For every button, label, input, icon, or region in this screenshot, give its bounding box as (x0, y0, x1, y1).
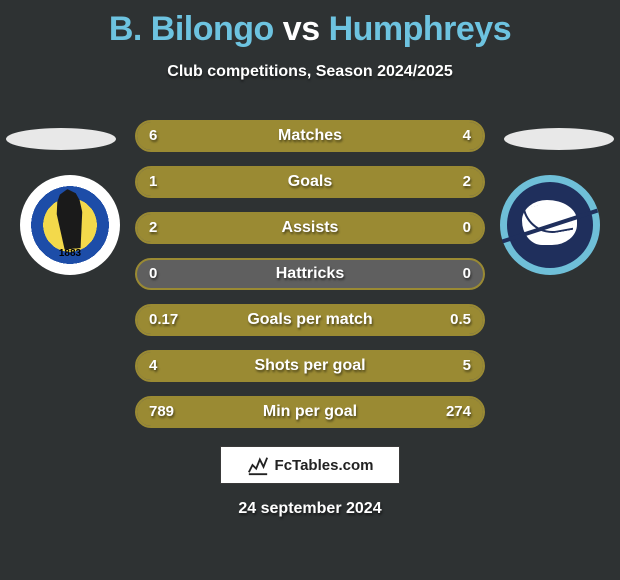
footer-date: 24 september 2024 (0, 500, 620, 518)
stat-row: 45Shots per goal (135, 350, 485, 382)
page-title: B. Bilongo vs Humphreys (0, 0, 620, 49)
stat-row: 789274Min per goal (135, 396, 485, 428)
subtitle: Club competitions, Season 2024/2025 (0, 63, 620, 81)
crest-year: 1883 (20, 248, 120, 259)
wycombe-wanderers-icon (500, 175, 600, 275)
stat-label: Goals per match (137, 306, 483, 334)
player1-name: B. Bilongo (109, 10, 274, 48)
stat-label: Shots per goal (137, 352, 483, 380)
stat-row: 64Matches (135, 120, 485, 152)
brand-logo: FcTables.com (220, 446, 400, 484)
platform-right (504, 128, 614, 150)
stat-label: Min per goal (137, 398, 483, 426)
stat-label: Hattricks (137, 260, 483, 288)
stat-row: 20Assists (135, 212, 485, 244)
stat-row: 0.170.5Goals per match (135, 304, 485, 336)
stat-row: 00Hattricks (135, 258, 485, 290)
vs-text: vs (283, 10, 320, 48)
team-right-crest (500, 175, 600, 275)
chart-icon (247, 454, 269, 476)
stat-label: Matches (137, 122, 483, 150)
stat-label: Goals (137, 168, 483, 196)
bristol-rovers-icon: 1883 (20, 175, 120, 275)
brand-text: FcTables.com (275, 457, 374, 474)
team-left-crest: 1883 (20, 175, 120, 275)
stat-comparison-block: 64Matches 12Goals 20Assists 00Hattricks 0.17… (135, 120, 485, 442)
platform-left (6, 128, 116, 150)
player2-name: Humphreys (329, 10, 512, 48)
stat-row: 12Goals (135, 166, 485, 198)
stat-label: Assists (137, 214, 483, 242)
